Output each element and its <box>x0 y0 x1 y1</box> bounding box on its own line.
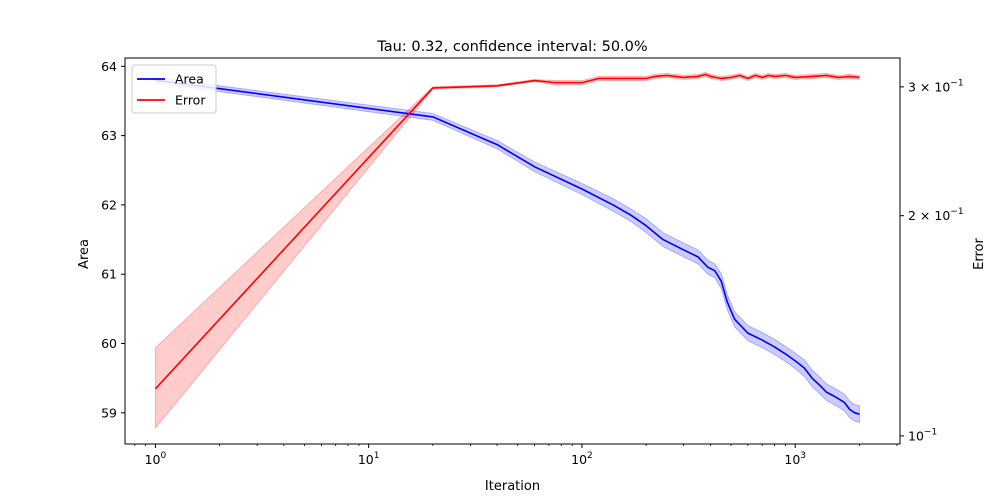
confidence-band-error <box>154 71 860 430</box>
y-left-tick-label: 61 <box>101 267 117 282</box>
series-lines <box>154 73 860 415</box>
x-tick-label: 101 <box>358 451 380 467</box>
x-tick-label: 103 <box>784 451 806 467</box>
y-left-axis-label: Area <box>77 239 92 269</box>
y-left-tick-label: 59 <box>101 405 117 420</box>
x-tick-label: 100 <box>145 451 167 467</box>
axes: 100 101 102 103 59 60 61 62 63 64 10−1 2 × 10−1 3 × … <box>101 57 964 467</box>
legend-box <box>131 64 217 114</box>
series-line-error <box>154 73 860 390</box>
plot-frame <box>124 57 901 445</box>
y-left-tick-label: 60 <box>101 336 117 351</box>
series-line-area <box>155 79 860 415</box>
y-right-tick-label: 3 × 10−1 <box>908 78 964 94</box>
y-right-tick-label: 2 × 10−1 <box>908 207 964 223</box>
confidence-bands <box>154 71 860 430</box>
legend: Area Error <box>131 64 217 114</box>
y-right-tick-label: 10−1 <box>908 427 937 443</box>
y-left-tick-label: 64 <box>101 59 117 74</box>
y-right-axis-label: Error <box>972 238 987 270</box>
x-axis-label: Iteration <box>485 479 540 494</box>
y-left-tick-label: 62 <box>101 197 117 212</box>
legend-label-area: Area <box>175 72 204 87</box>
y-left-tick-label: 63 <box>101 128 117 143</box>
confidence-band-area <box>154 76 860 424</box>
chart-title: Tau: 0.32, confidence interval: 50.0% <box>376 39 647 55</box>
legend-label-error: Error <box>175 93 206 108</box>
x-tick-label: 102 <box>571 451 593 467</box>
